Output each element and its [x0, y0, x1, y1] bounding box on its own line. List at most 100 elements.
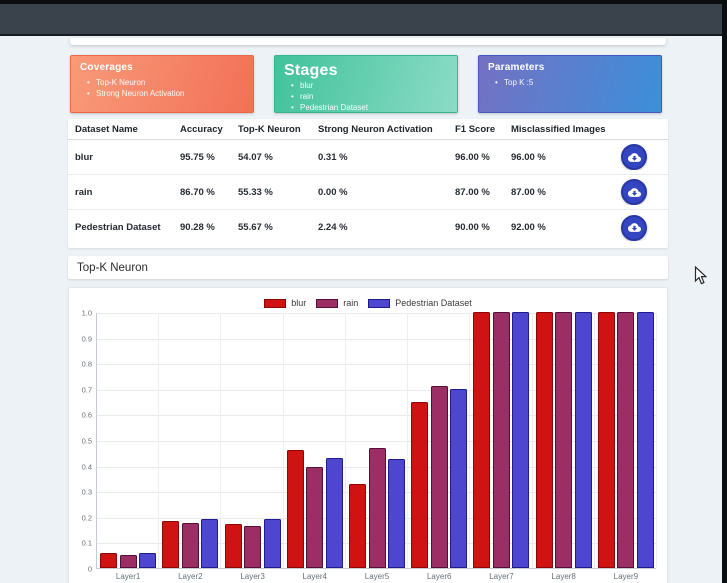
cell-dataset-name: blur [75, 151, 93, 163]
download-button[interactable] [621, 179, 647, 205]
card-item-rain: rain [284, 92, 448, 103]
gridline-x-5 [407, 313, 409, 568]
x-label-layer2: Layer2 [178, 572, 203, 581]
bar-pedestrian-dataset-layer5 [388, 459, 405, 568]
y-tick-0: 0 [87, 564, 92, 574]
card-item-top-k-5: Top K :5 [488, 78, 652, 89]
bar-rain-layer1 [119, 555, 137, 568]
y-tick-0.6: 0.6 [81, 410, 92, 420]
bar-pedestrian-dataset-layer2 [201, 519, 219, 568]
legend-swatch-blur [264, 298, 287, 308]
section-header-bar[interactable]: Top-K Neuron [68, 256, 668, 279]
chart-legend: blur rain Pedestrian Dataset [69, 297, 667, 309]
card-coverages-title: Coverages [80, 62, 133, 73]
y-tick-0.3: 0.3 [81, 487, 92, 497]
x-label-layer7: Layer7 [489, 572, 514, 581]
bar-rain-layer6 [430, 386, 448, 568]
card-item-strong-neuron-activation: Strong Neuron Activation [80, 89, 244, 100]
y-tick-1.0: 1.0 [81, 308, 92, 318]
legend-item-pedestrian-dataset[interactable]: Pedestrian Dataset [368, 298, 472, 308]
cell-actions [607, 144, 665, 170]
cell-f1-score: 87.00 % [455, 186, 490, 198]
cell-top-k-neuron: 54.07 % [238, 151, 273, 163]
cell-f1-score: 90.00 % [455, 222, 490, 233]
bar-pedestrian-dataset-layer6 [450, 388, 468, 568]
bar-rain-layer5 [368, 447, 386, 568]
top-black-strip [0, 0, 727, 4]
gridline-x-6 [469, 313, 471, 568]
download-button[interactable] [621, 214, 647, 241]
y-tick-0.2: 0.2 [81, 513, 92, 523]
gridline-y-1.0 [97, 313, 656, 314]
x-label-layer8: Layer8 [551, 572, 576, 581]
bar-pedestrian-dataset-layer1 [139, 552, 157, 568]
x-label-layer5: Layer5 [364, 572, 390, 581]
gridline-x-8 [593, 313, 595, 568]
column-header-dataset-name: Dataset Name [75, 123, 138, 135]
topk-neuron-chart-card: blur rain Pedestrian Dataset 1.0 0.9 0.8 0.7 0… [68, 287, 668, 583]
card-parameters-title: Parameters [488, 62, 545, 73]
gridline-x-9 [656, 313, 657, 568]
x-label-layer3: Layer3 [240, 572, 265, 581]
x-label-layer6: Layer6 [426, 572, 452, 581]
legend-label-pedestrian-dataset: Pedestrian Dataset [395, 298, 472, 308]
bar-blur-layer4 [286, 450, 304, 568]
gridline-x-4 [344, 313, 346, 568]
column-header-misclassified-images: Misclassified Images [511, 123, 606, 135]
bar-blur-layer9 [597, 312, 615, 568]
cell-misclassified-images: 87.00 % [511, 186, 546, 198]
cell-actions [607, 214, 665, 241]
bar-pedestrian-dataset-layer3 [263, 519, 281, 568]
card-item-pedestrian-dataset: Pedestrian Dataset [284, 103, 448, 112]
x-label-layer9: Layer9 [613, 572, 639, 581]
bar-pedestrian-dataset-layer7 [512, 312, 530, 568]
bar-rain-layer3 [244, 525, 262, 568]
bar-rain-layer8 [555, 312, 573, 568]
x-label-layer4: Layer4 [302, 572, 327, 581]
column-header-top-k-neuron: Top-K Neuron [238, 123, 301, 135]
column-header-strong-neuron-activation: Strong Neuron Activation [318, 123, 433, 135]
y-tick-0.7: 0.7 [81, 385, 92, 395]
download-button[interactable] [621, 144, 647, 170]
y-tick-0.8: 0.8 [81, 359, 92, 369]
cell-accuracy: 86.70 % [180, 186, 215, 198]
y-tick-0.5: 0.5 [81, 436, 92, 446]
panel-top-edge [70, 38, 666, 45]
legend-item-blur[interactable]: blur [264, 298, 306, 308]
table-row-blur: blur 95.75 % 54.07 % 0.31 % 96.00 % 96.00 % [68, 140, 668, 175]
cloud-download-icon [627, 152, 641, 162]
cell-dataset-name: rain [75, 186, 93, 198]
bar-blur-layer7 [473, 312, 491, 568]
section-title: Top-K Neuron [77, 261, 148, 274]
bar-blur-layer2 [162, 520, 180, 568]
table-row-pedestrian-dataset: Pedestrian Dataset 90.28 % 55.67 % 2.24 % 90… [68, 210, 668, 245]
legend-label-blur: blur [291, 298, 307, 308]
cell-misclassified-images: 96.00 % [511, 151, 546, 163]
bar-rain-layer9 [617, 312, 635, 568]
bar-blur-layer3 [224, 524, 242, 568]
bar-blur-layer5 [349, 483, 366, 568]
x-label-layer1: Layer1 [115, 572, 141, 581]
legend-swatch-pedestrian-dataset [368, 298, 391, 308]
mouse-cursor [694, 266, 707, 285]
legend-swatch-rain [316, 298, 339, 308]
column-header-accuracy: Accuracy [180, 123, 223, 135]
bar-blur-layer1 [100, 552, 118, 568]
column-header-f1-score: F1 Score [455, 123, 496, 135]
right-black-strip [722, 0, 727, 583]
chart-plot-area: 1.0 0.9 0.8 0.7 0.6 0.5 0.4 0.3 0.2 0.1 0 Layer1 Lay… [82, 309, 657, 581]
datasets-table-card: Dataset Name Accuracy Top-K Neuron Strong N… [68, 119, 668, 248]
table-header-row: Dataset Name Accuracy Top-K Neuron Strong N… [68, 119, 668, 140]
card-stages-title: Stages [284, 62, 338, 79]
bar-rain-layer4 [306, 466, 324, 568]
card-parameters: Parameters Top K :5 [478, 55, 662, 113]
bar-pedestrian-dataset-layer8 [574, 312, 592, 568]
y-tick-0.1: 0.1 [81, 538, 92, 548]
bar-rain-layer7 [492, 312, 510, 568]
cell-f1-score: 96.00 % [455, 151, 490, 163]
legend-item-rain[interactable]: rain [316, 298, 358, 308]
